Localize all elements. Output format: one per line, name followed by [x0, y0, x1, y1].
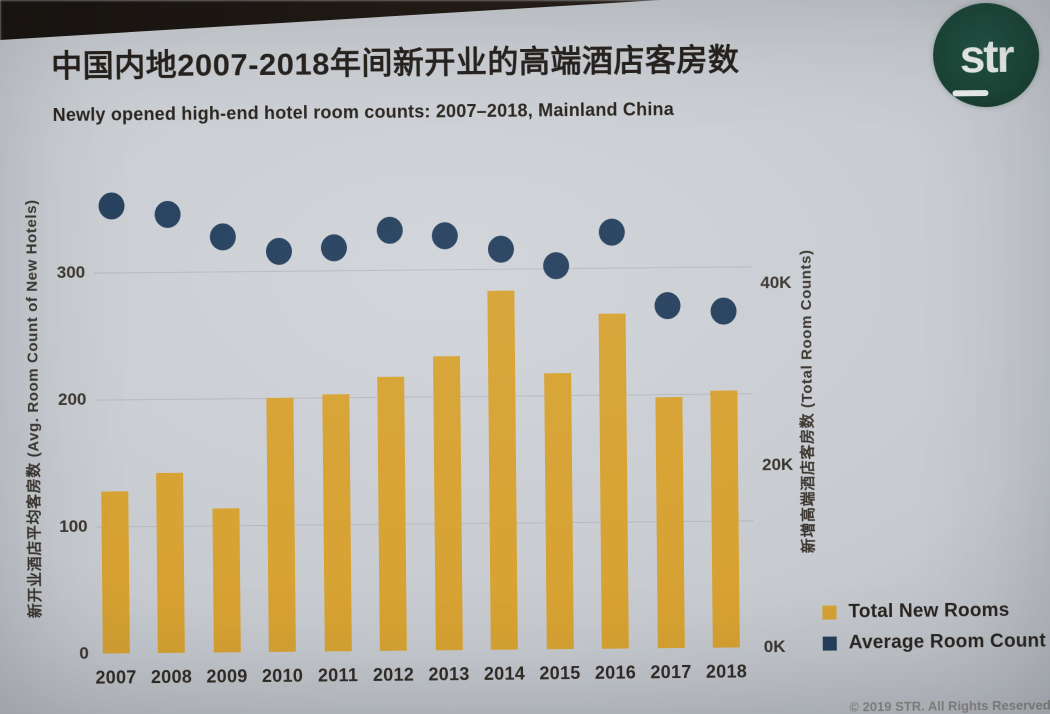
bar-2013	[432, 356, 463, 651]
dot-2011	[320, 233, 348, 262]
dot-2010	[265, 238, 292, 266]
dot-2018	[709, 297, 737, 325]
dot-2012	[376, 216, 403, 245]
legend-swatch-average-room-count	[822, 636, 837, 651]
dot-2007	[98, 192, 125, 221]
left-axis-tick-300: 300	[56, 262, 86, 282]
left-axis-tick-100: 100	[59, 516, 88, 536]
left-axis-tick-0: 0	[79, 643, 89, 663]
dot-2015	[542, 252, 570, 280]
bar-2014	[487, 290, 518, 650]
legend-item-average-room-count: Average Room Count	[822, 630, 1046, 656]
legend-label-average-room-count: Average Room Count	[848, 630, 1046, 654]
bar-2012	[377, 376, 407, 651]
bar-2018	[710, 390, 740, 648]
legend-swatch-total-new-rooms	[822, 605, 837, 620]
dot-2008	[153, 201, 181, 229]
bar-2011	[321, 394, 352, 652]
dot-2013	[431, 222, 458, 250]
dot-2016	[598, 218, 625, 246]
bar-2015	[543, 373, 574, 650]
legend-item-total-new-rooms: Total New Rooms	[822, 599, 1045, 625]
gridline-200	[95, 393, 753, 401]
dot-2014	[487, 236, 514, 264]
gridline-300	[94, 266, 752, 274]
bar-2016	[598, 313, 629, 649]
footer-copyright: © 2019 STR. All Rights Reserved.	[849, 697, 1050, 714]
bar-2010	[266, 397, 296, 652]
right-axis-tick-20K: 20K	[761, 454, 794, 475]
dot-2009	[209, 223, 236, 251]
x-tick-2018: 2018	[705, 661, 748, 682]
bar-2009	[211, 508, 241, 653]
legend: Total New Rooms Average Room Count	[822, 599, 1046, 663]
dot-2017	[654, 291, 681, 319]
left-axis-tick-200: 200	[57, 389, 87, 409]
legend-label-total-new-rooms: Total New Rooms	[848, 599, 1010, 623]
bar-2017	[654, 396, 685, 649]
right-axis-tick-0K: 0K	[763, 637, 786, 657]
gridline-100	[96, 520, 754, 528]
bar-2007	[100, 491, 130, 654]
right-axis-tick-40K: 40K	[760, 272, 792, 293]
bar-2008	[156, 472, 185, 654]
